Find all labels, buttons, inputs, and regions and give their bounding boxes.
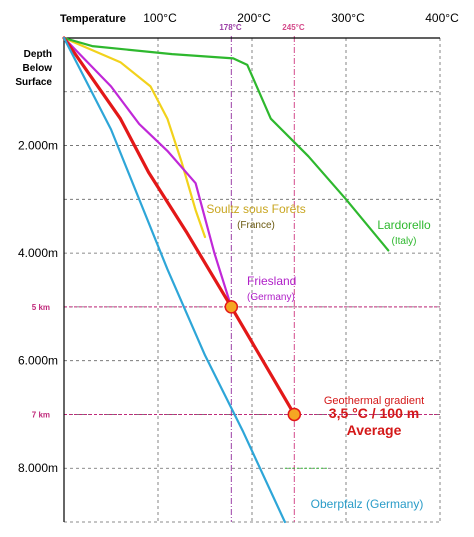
y-tick-label: 4.000m — [18, 246, 58, 260]
y-axis-title-line: Below — [23, 63, 53, 74]
series-label: Friesland — [247, 274, 296, 288]
series-label: Oberpfalz (Germany) — [311, 497, 424, 511]
depth-tick-label-highlight: 5 km — [32, 303, 50, 312]
y-tick-label: 2.000m — [18, 139, 58, 153]
grid-layer — [63, 36, 441, 523]
x-tick-label: 300°C — [331, 11, 365, 25]
y-tick-label: 8.000m — [18, 461, 58, 475]
series-label: Average — [347, 422, 402, 438]
x-axis-title: Temperature — [60, 13, 126, 25]
series-label: Soultz sous Forêts — [206, 202, 305, 216]
series-line — [62, 36, 233, 308]
y-tick-label: 6.000m — [18, 354, 58, 368]
series-label: (Germany) — [247, 292, 295, 303]
series-label: (France) — [237, 220, 275, 231]
series-label: Geothermal gradient — [324, 395, 424, 407]
series-line — [62, 36, 296, 416]
data-point-marker — [224, 300, 239, 314]
series-label: 3,5 °C / 100 m — [329, 405, 419, 421]
x-tick-label: 200°C — [237, 11, 271, 25]
series-line — [62, 36, 286, 524]
depth-tick-label-highlight: 7 km — [32, 410, 50, 419]
series-line — [62, 36, 390, 252]
axis-layer: 178°C 245°C 5 km 7 km Temperature 100°C 200°C 3… — [15, 11, 459, 522]
label-layer: Soultz sous Forêts (France) Lardorello (Ita… — [206, 202, 431, 511]
x-tick-label: 100°C — [143, 11, 177, 25]
series-line — [62, 36, 207, 239]
y-axis-title-line: Surface — [15, 77, 52, 88]
y-axis-title-line: Depth — [24, 49, 52, 60]
data-point-marker — [287, 407, 302, 422]
reference-temperature-label: 245°C — [282, 23, 305, 32]
reference-temperature-label: 178°C — [219, 23, 242, 32]
series-layer — [62, 36, 390, 524]
series-label: (Italy) — [392, 236, 417, 247]
series-label: Lardorello — [377, 218, 431, 232]
x-tick-label: 400°C — [425, 11, 459, 25]
